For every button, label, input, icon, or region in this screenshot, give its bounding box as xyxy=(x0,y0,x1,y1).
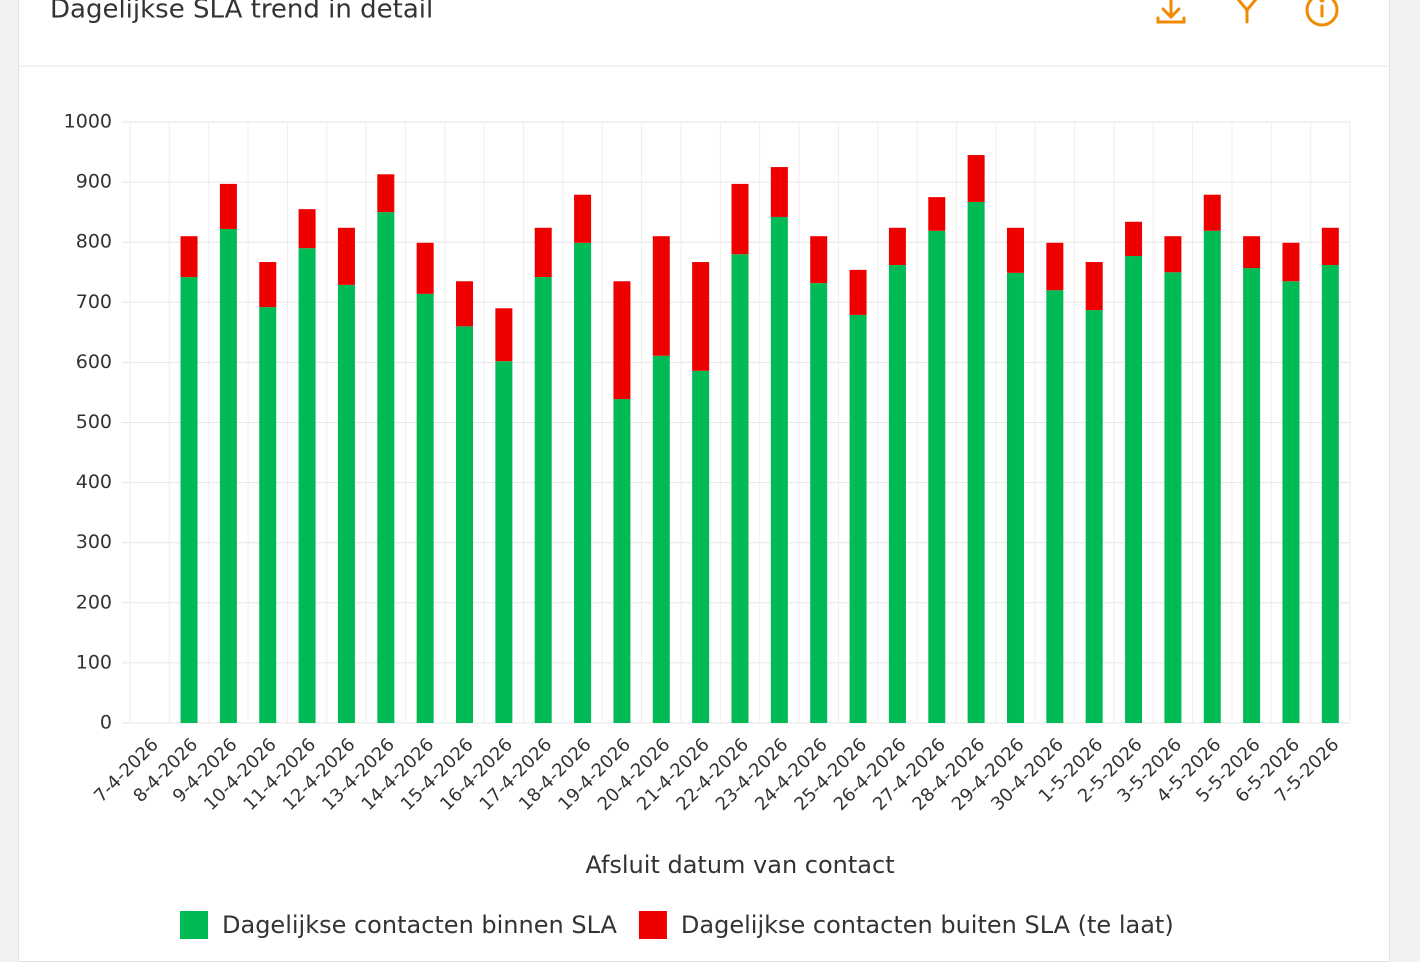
bar-segment xyxy=(416,242,434,294)
bar-segment xyxy=(377,212,395,723)
bar-segment xyxy=(888,227,906,266)
bar-segment xyxy=(1243,236,1261,269)
y-tick-label: 0 xyxy=(100,712,112,734)
bar-segment xyxy=(770,167,788,217)
bar-segment xyxy=(888,265,906,723)
bar-segment xyxy=(1282,281,1300,723)
bar-segment xyxy=(928,197,946,231)
card-title: Dagelijkse SLA trend in detail xyxy=(50,0,433,25)
y-tick-label: 700 xyxy=(76,291,112,313)
bar-segment xyxy=(810,236,828,284)
bar-segment xyxy=(259,307,277,723)
bar-segment xyxy=(1203,230,1221,723)
bar-segment xyxy=(692,262,710,371)
y-tick-label: 500 xyxy=(76,411,112,433)
y-tick-label: 100 xyxy=(76,651,112,673)
bar-segment xyxy=(849,314,867,723)
bar-segment xyxy=(928,230,946,723)
bar-segment xyxy=(219,183,237,229)
y-tick-label: 800 xyxy=(76,231,112,253)
legend-swatch xyxy=(180,911,208,939)
bar-segment xyxy=(180,277,198,723)
bar-segment xyxy=(1085,262,1103,311)
y-tick-label: 900 xyxy=(76,171,112,193)
bar-segment xyxy=(1243,268,1261,723)
bar-segment xyxy=(770,216,788,723)
bar-segment xyxy=(1321,265,1339,723)
bar-segment xyxy=(613,399,631,723)
bar-segment xyxy=(1203,194,1221,231)
y-tick-label: 400 xyxy=(76,471,112,493)
bar-segment xyxy=(652,355,670,723)
bar-segment xyxy=(456,326,474,723)
bar-segment xyxy=(534,277,552,723)
y-tick-label: 600 xyxy=(76,351,112,373)
y-tick-label: 1000 xyxy=(64,111,112,133)
bar-segment xyxy=(1164,272,1182,723)
bar-segment xyxy=(1282,242,1300,282)
bar-segment xyxy=(1125,221,1143,257)
toolbar[interactable] xyxy=(1156,0,1339,27)
bar-segment xyxy=(298,209,316,249)
bar-segment xyxy=(259,262,277,308)
bar-segment xyxy=(337,284,355,723)
bar-segment xyxy=(1046,290,1064,723)
bar-segment xyxy=(180,236,198,278)
bar-segment xyxy=(731,254,749,723)
bar-segment xyxy=(849,269,867,315)
bar-segment xyxy=(534,227,552,278)
bar-segment xyxy=(219,228,237,723)
legend-swatch xyxy=(638,911,667,939)
bar-segment xyxy=(1125,256,1143,723)
bar-segment xyxy=(495,361,513,723)
bar-segment xyxy=(337,227,355,285)
bar-segment xyxy=(1006,272,1024,723)
x-axis-title: Afsluit datum van contact xyxy=(585,851,894,879)
bar-segment xyxy=(731,183,749,255)
legend-label: Dagelijkse contacten binnen SLA xyxy=(222,911,617,939)
bar-segment xyxy=(456,281,474,327)
bar-segment xyxy=(692,370,710,723)
bar-segment xyxy=(377,174,395,213)
bar-segment xyxy=(1006,227,1024,273)
bar-segment xyxy=(967,201,985,724)
bar-segment xyxy=(967,155,985,202)
bar-segment xyxy=(1085,310,1103,723)
bar-segment xyxy=(810,283,828,723)
bar-segment xyxy=(574,194,592,243)
bar-segment xyxy=(613,281,631,400)
bar-segment xyxy=(298,248,316,723)
download-icon[interactable] xyxy=(1156,0,1186,24)
bar-segment xyxy=(416,293,434,723)
legend-label: Dagelijkse contacten buiten SLA (te laat… xyxy=(681,911,1174,939)
bar-segment xyxy=(1321,227,1339,266)
info-icon[interactable] xyxy=(1305,0,1339,27)
y-tick-label: 200 xyxy=(76,591,112,613)
bar-segment xyxy=(652,236,670,356)
bar-segment xyxy=(495,308,513,362)
bar-segment xyxy=(1046,242,1064,291)
y-tick-label: 300 xyxy=(76,531,112,553)
filter-icon[interactable] xyxy=(1236,0,1258,24)
bar-segment xyxy=(1164,236,1182,273)
bar-segment xyxy=(574,242,592,723)
